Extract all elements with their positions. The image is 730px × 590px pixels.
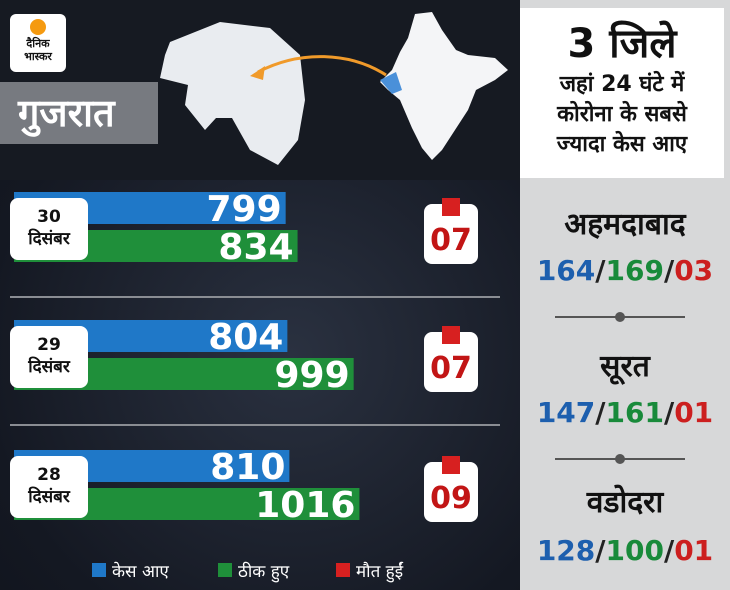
deaths-flag-icon [442,198,460,216]
bar-label-cases: 804 [208,317,283,358]
date-label: 29 दिसंबर [10,326,88,388]
bar-label-cases: 799 [207,189,282,230]
deaths-value: 09 [430,481,472,516]
panel-subtitle-line: कोरोना के सबसे [557,102,687,127]
panel-title: 3 जिले [567,21,677,67]
deaths-marker: 07 [424,326,478,392]
legend-cases: केस आए [92,560,169,582]
bar-label-recovered: 999 [275,355,350,396]
city-deaths: 01 [674,534,714,567]
bar-label-recovered: 834 [218,227,293,268]
legend-swatch-deaths [336,563,350,577]
map-graphic [160,12,508,165]
city-cases: 128 [536,534,596,567]
date-month: दिसंबर [28,487,70,507]
city-name: अहमदाबाद [564,207,686,242]
legend-swatch-recovered [218,563,232,577]
city-name: सूरत [600,349,650,384]
deaths-flag-icon [442,456,460,474]
deaths-marker: 09 [424,456,478,522]
date-month: दिसंबर [28,357,70,377]
legend-label-recovered: ठीक हुए [238,561,290,582]
legend-recovered: ठीक हुए [218,560,290,582]
city-cases: 164 [536,254,596,287]
deaths-flag-icon [442,326,460,344]
date-day: 29 [37,335,61,355]
date-day: 28 [37,465,61,485]
divider-dot [615,312,625,322]
city-recovered: 169 [605,254,664,287]
gujarat-map-icon [160,22,305,165]
arrow-path [257,55,387,77]
divider-dot [615,454,625,464]
city-name: वडोदरा [586,485,664,520]
panel-title-box: 3 जिले जहां 24 घंटे में कोरोना के सबसे ज… [520,8,724,178]
india-map-icon [380,12,508,160]
city-stats: 164/169/03 [536,254,714,287]
panel-subtitle-line: जहां 24 घंटे में [559,72,685,97]
city-deaths: 01 [674,396,714,429]
city-cases: 147 [536,396,596,429]
date-month: दिसंबर [28,229,70,249]
deaths-value: 07 [430,223,472,258]
deaths-marker: 07 [424,198,478,264]
bar-label-recovered: 1016 [255,485,355,526]
state-label: गुजरात [0,82,158,144]
city-recovered: 161 [605,396,664,429]
legend-label-deaths: मौत हुईं [356,561,404,582]
brand-line-1: दैनिक [26,37,50,50]
date-label: 30 दिसंबर [10,198,88,260]
legend-deaths: मौत हुईं [336,560,404,582]
city-stats: 147/161/01 [536,396,714,429]
row-separator [10,296,500,298]
city-recovered: 100 [605,534,664,567]
panel-subtitle-line: ज्यादा केस आए [556,132,688,157]
deaths-value: 07 [430,351,472,386]
legend-label-cases: केस आए [112,561,169,582]
city-deaths: 03 [674,254,714,287]
bar-label-cases: 810 [210,447,285,488]
arrow-head-icon [250,66,265,80]
legend-swatch-cases [92,563,106,577]
date-label: 28 दिसंबर [10,456,88,518]
sun-icon [30,19,46,35]
brand-line-2: भास्कर [24,50,52,63]
date-day: 30 [37,207,61,227]
city-stats: 128/100/01 [536,534,714,567]
india-gujarat-highlight [380,72,402,94]
row-separator [10,424,500,426]
brand-logo: दैनिक भास्कर [10,14,66,72]
